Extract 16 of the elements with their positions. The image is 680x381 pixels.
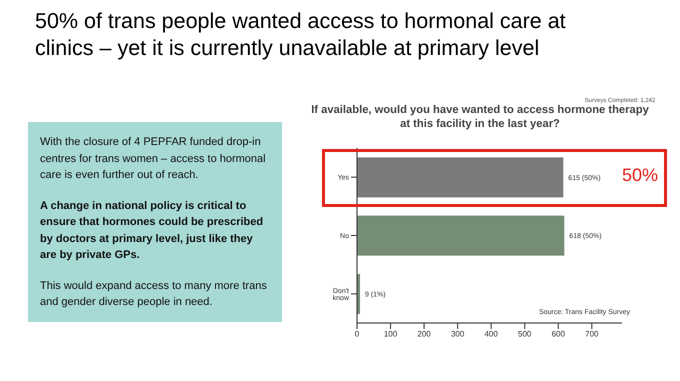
chart-title: If available, would you have wanted to access hormone therapy at this facility in the last year?: [310, 104, 650, 131]
text: A change in national policy is critical to ensure that hormones could be prescribed by doctors at primary level, just like they are by private GPs.: [40, 198, 264, 263]
text: 50% of trans people wanted access to hormonal care at clinics – yet it is currently unavailable at primary level: [35, 8, 567, 62]
x-tick-label: 400: [484, 330, 498, 339]
text: This would expand access to many more trans and gender diverse people in need.: [40, 278, 268, 310]
x-tick-label: 100: [384, 330, 398, 339]
x-tick-label: 600: [552, 330, 566, 339]
x-tick-label: 500: [518, 330, 532, 339]
text: 50%: [622, 165, 658, 186]
x-tick-label: 0: [354, 330, 360, 339]
x-tick-label: 700: [585, 330, 600, 339]
bar: [357, 157, 564, 198]
text: With the closure of 4 PEPFAR funded drop-in centres for trans women – access to hormonal care is even further out of reach.: [40, 135, 267, 183]
x-tick-label: 200: [417, 330, 432, 339]
bar: [357, 216, 564, 256]
x-tick-label: 300: [450, 330, 465, 339]
